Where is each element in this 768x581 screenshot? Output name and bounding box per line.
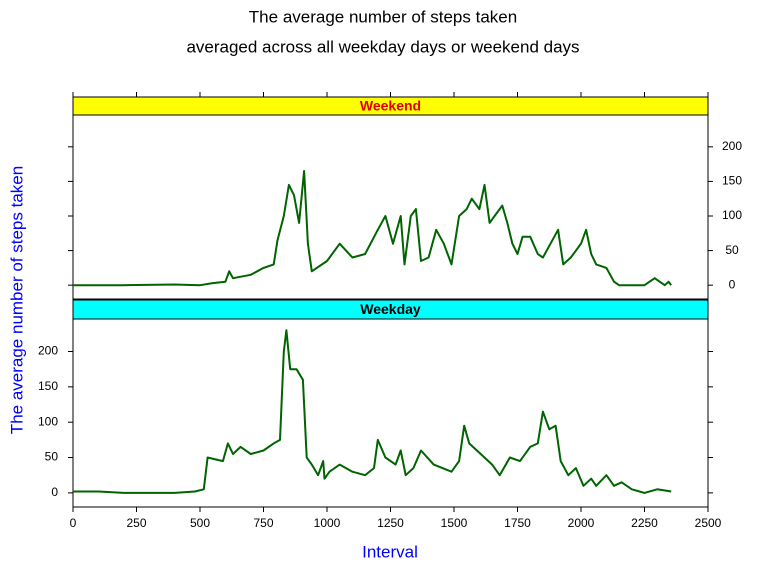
y-axis-label: The average number of steps taken — [7, 166, 26, 434]
y-tick-label: 150 — [38, 379, 58, 393]
y-tick-label: 50 — [45, 450, 59, 464]
y-tick-label: 150 — [722, 174, 742, 188]
y-tick-label: 100 — [722, 208, 742, 222]
x-axis-label: Interval — [362, 542, 418, 561]
y-tick-label: 200 — [722, 139, 742, 153]
y-tick-label: 0 — [51, 485, 58, 499]
panel-frame — [72, 114, 709, 300]
y-tick-label: 200 — [38, 344, 58, 358]
x-tick-label: 250 — [126, 516, 146, 530]
y-tick-label: 100 — [38, 414, 58, 428]
chart-subtitle: averaged across all weekday days or week… — [186, 37, 579, 56]
x-tick-label: 500 — [190, 516, 210, 530]
y-tick-label: 0 — [729, 277, 736, 291]
y-tick-label: 50 — [725, 243, 739, 257]
strip-label: Weekend — [360, 98, 421, 114]
x-tick-label: 1750 — [504, 516, 531, 530]
x-tick-label: 1000 — [314, 516, 341, 530]
data-line — [73, 170, 673, 287]
x-tick-label: 1500 — [441, 516, 468, 530]
x-tick-label: 2500 — [695, 516, 722, 530]
x-tick-label: 2250 — [631, 516, 658, 530]
x-tick-label: 2000 — [568, 516, 595, 530]
data-line — [73, 329, 672, 494]
strip-label: Weekday — [360, 301, 421, 317]
x-tick-label: 1250 — [377, 516, 404, 530]
x-tick-label: 0 — [70, 516, 77, 530]
chart-title: The average number of steps taken — [249, 7, 517, 26]
panel-frame — [72, 318, 709, 508]
x-tick-label: 750 — [253, 516, 273, 530]
